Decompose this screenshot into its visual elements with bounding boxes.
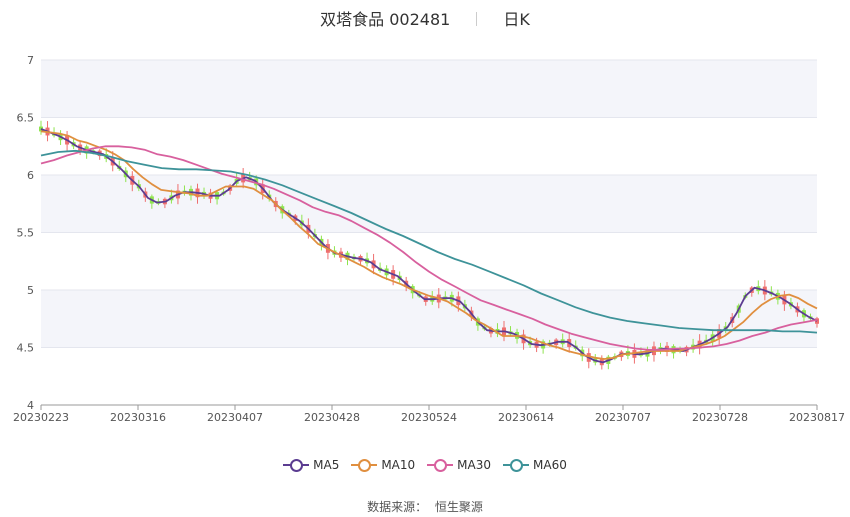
source-value: 恒生聚源 — [434, 500, 483, 514]
x-tick-label: 20230524 — [401, 411, 457, 424]
stock-name: 双塔食品 002481 — [320, 10, 451, 29]
legend-item-ma30[interactable]: MA30 — [427, 458, 491, 472]
period-label[interactable]: 日K — [503, 10, 530, 29]
legend-label: MA5 — [313, 458, 340, 472]
x-tick-label: 20230223 — [13, 411, 69, 424]
candlestick-chart: 4 4.5 5 5.5 6 6.5 7 20230223 20230316 20230407 202… — [13, 54, 845, 424]
x-tick-label: 20230707 — [595, 411, 651, 424]
y-tick-label: 6.5 — [17, 112, 35, 125]
x-tick-label: 20230614 — [498, 411, 554, 424]
data-source: 数据来源： 恒生聚源 — [0, 498, 850, 515]
plot-band — [41, 347, 817, 405]
legend-item-ma10[interactable]: MA10 — [351, 458, 415, 472]
x-tick-label: 20230817 — [789, 411, 845, 424]
ma-line-ma30 — [40, 145, 818, 351]
legend-marker-icon — [283, 458, 310, 472]
y-tick-label: 7 — [27, 54, 34, 67]
plot-band — [41, 117, 817, 175]
legend-marker-icon — [503, 458, 530, 472]
x-tick-label: 20230407 — [207, 411, 263, 424]
plot-band — [41, 60, 817, 118]
ma-line-ma60 — [40, 149, 818, 334]
y-tick-label: 5.5 — [17, 227, 35, 240]
y-tick-label: 4 — [27, 399, 34, 412]
source-label: 数据来源： — [367, 500, 428, 514]
legend-marker-icon — [351, 458, 378, 472]
legend-marker-icon — [427, 458, 454, 472]
x-tick-label: 20230316 — [110, 411, 166, 424]
y-tick-label: 4.5 — [17, 342, 35, 355]
candle-body — [815, 318, 819, 324]
legend-label: MA30 — [457, 458, 492, 472]
y-tick-label: 6 — [27, 169, 34, 182]
legend: MA5 MA10 MA30 MA60 — [0, 458, 850, 475]
x-tick-label: 20230428 — [304, 411, 360, 424]
x-tick-label: 20230728 — [692, 411, 748, 424]
title-divider — [476, 12, 478, 26]
legend-label: MA60 — [533, 458, 567, 472]
plot-band — [41, 175, 817, 233]
chart-title: 双塔食品 002481 日K — [0, 6, 850, 30]
legend-item-ma60[interactable]: MA60 — [503, 458, 567, 472]
legend-label: MA10 — [381, 458, 416, 472]
plot-band — [41, 232, 817, 290]
y-tick-label: 5 — [27, 284, 34, 297]
legend-item-ma5[interactable]: MA5 — [283, 458, 339, 472]
